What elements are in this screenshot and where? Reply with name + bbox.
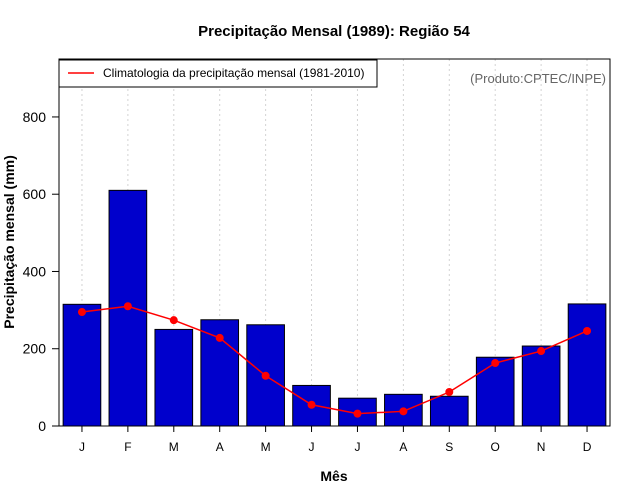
- plot-border: [58, 58, 611, 427]
- y-tick-label: 200: [23, 341, 47, 357]
- bar-j-1: [62, 303, 102, 427]
- x-tick-label: F: [124, 440, 131, 454]
- y-axis: 0 200 400 600 800: [23, 109, 59, 434]
- x-tick-label: S: [445, 440, 453, 454]
- x-tick-label: M: [261, 440, 271, 454]
- climatology-point: [399, 407, 408, 416]
- product-credit: (Produto:CPTEC/INPE): [470, 71, 606, 86]
- climatology-point: [445, 388, 454, 397]
- climatology-series: [77, 302, 592, 418]
- x-tick-label: N: [537, 440, 546, 454]
- chart-title: Precipitação Mensal (1989): Região 54: [198, 23, 470, 40]
- bar-d-12: [567, 303, 607, 427]
- bar-o-10: [475, 356, 515, 427]
- bar-m-3: [154, 328, 194, 427]
- climatology-point: [307, 400, 316, 409]
- climatology-point: [215, 333, 224, 342]
- legend-box: [58, 59, 378, 88]
- x-tick-label: M: [169, 440, 179, 454]
- y-tick-label: 800: [23, 109, 47, 125]
- x-axis-title: Mês: [320, 468, 347, 484]
- x-tick-label: J: [79, 440, 85, 454]
- x-tick-label: J: [354, 440, 360, 454]
- climatology-point: [261, 371, 270, 380]
- climatology-point: [491, 359, 500, 368]
- climatology-point: [583, 326, 592, 335]
- legend: Climatologia da precipitação mensal (198…: [58, 59, 378, 88]
- y-tick-label: 400: [23, 263, 47, 279]
- legend-label: Climatologia da precipitação mensal (198…: [103, 66, 364, 80]
- climatology-point: [123, 302, 132, 311]
- climatology-point: [77, 308, 86, 317]
- bar-s-9: [429, 395, 469, 427]
- climatology-line: [81, 305, 588, 415]
- y-tick-label: 600: [23, 186, 47, 202]
- x-tick-label: O: [491, 440, 500, 454]
- x-tick-label: J: [309, 440, 315, 454]
- climatology-point: [353, 409, 362, 418]
- climatology-point: [537, 347, 546, 356]
- bar-series: [62, 189, 607, 427]
- x-tick-label: A: [216, 440, 224, 454]
- y-axis-title: Precipitação mensal (mm): [1, 155, 17, 329]
- x-tick-label: D: [583, 440, 592, 454]
- y-tick-label: 0: [38, 418, 46, 434]
- climatology-point: [169, 316, 178, 325]
- bar-n-11: [521, 345, 561, 427]
- bar-j-6: [292, 384, 331, 427]
- x-tick-label: A: [399, 440, 407, 454]
